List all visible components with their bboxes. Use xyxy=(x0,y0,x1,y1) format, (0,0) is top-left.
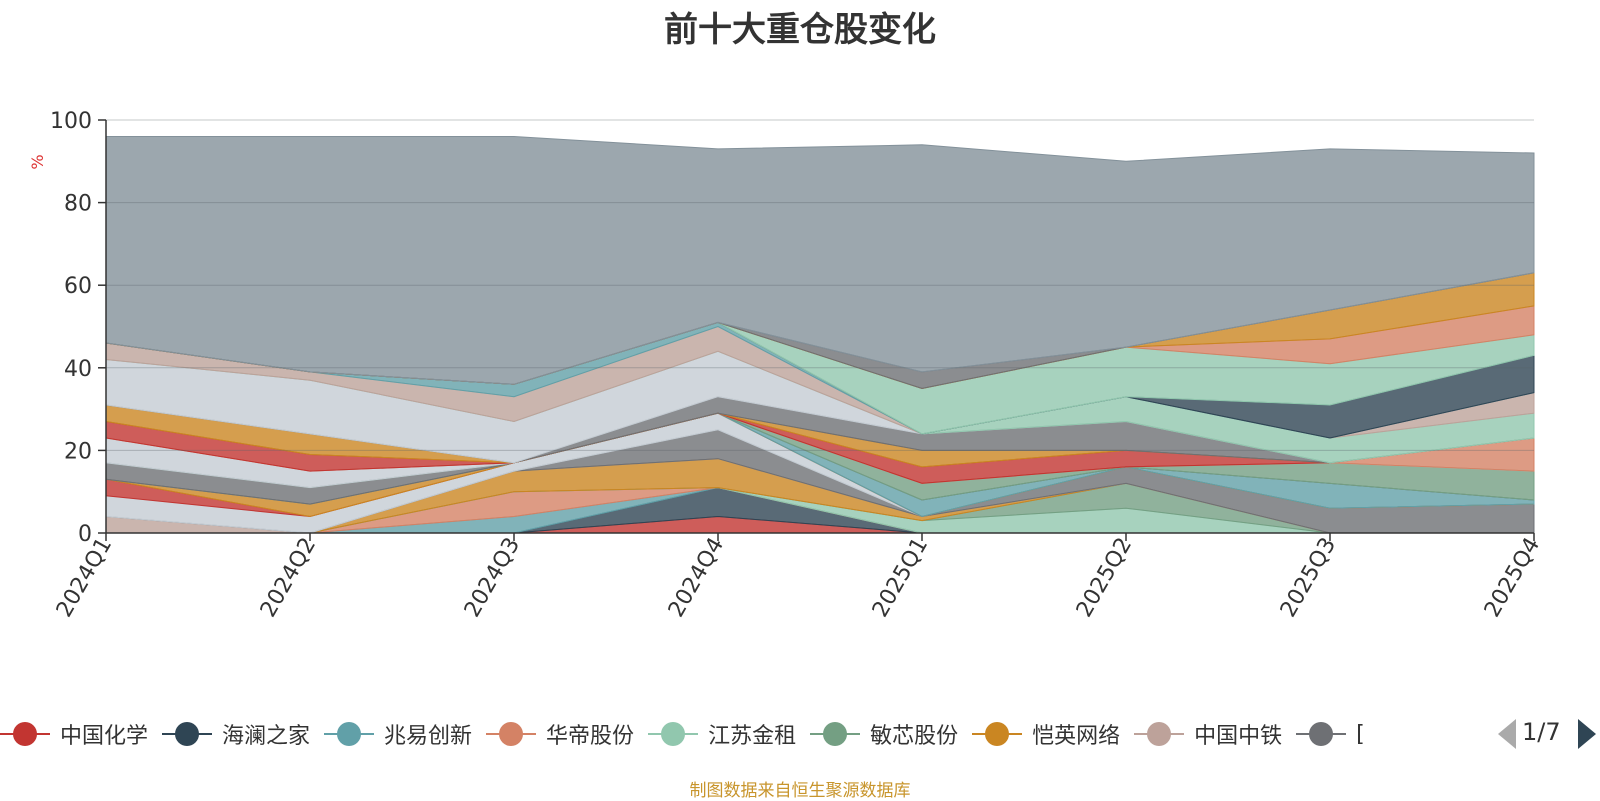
y-tick-label: 20 xyxy=(64,439,92,464)
legend-label: 华帝股份 xyxy=(546,724,635,749)
legend-marker-icon xyxy=(972,719,1023,749)
legend-label: 中国中铁 xyxy=(1194,724,1283,749)
legend-item[interactable]: 中国化学 xyxy=(0,714,148,754)
legend-label: 恺英网络 xyxy=(1032,724,1121,749)
data-source-note: 制图数据来自恒生聚源数据库 xyxy=(689,781,911,801)
legend-item[interactable]: 华帝股份 xyxy=(486,714,634,754)
chart-title: 前十大重仓股变化 xyxy=(664,10,936,50)
x-tick-label: 2024Q3 xyxy=(460,534,525,622)
legend-marker-icon xyxy=(0,719,50,749)
x-tick-label: 2024Q2 xyxy=(256,534,321,622)
legend-marker-icon xyxy=(162,719,213,749)
legend-label: 兆易创新 xyxy=(384,724,473,749)
legend-item[interactable]: 敏芯股份 xyxy=(810,714,958,754)
legend-label: 海澜之家 xyxy=(222,724,311,749)
legend-prev-icon[interactable] xyxy=(1498,719,1516,749)
legend-label: 江苏金租 xyxy=(708,724,797,749)
area-series-29 xyxy=(105,136,1535,385)
x-tick-label: 2024Q4 xyxy=(664,534,729,622)
legend-marker-icon xyxy=(1296,719,1347,749)
legend-marker-icon xyxy=(648,719,699,749)
legend-item[interactable]: [ xyxy=(1296,714,1365,754)
y-axis-label: % xyxy=(28,154,47,169)
legend: 中国化学 海澜之家 兆易创新 华帝股份 江苏金租 敏芯股份 恺英网络 中国中铁 [ xyxy=(0,714,1490,754)
x-tick-label: 2025Q1 xyxy=(868,534,933,622)
legend-item[interactable]: 恺英网络 xyxy=(972,714,1120,754)
x-tick-label: 2025Q4 xyxy=(1480,534,1545,622)
legend-marker-icon xyxy=(1134,719,1185,749)
y-tick-label: 40 xyxy=(64,357,92,382)
y-tick-label: 80 xyxy=(64,192,92,217)
legend-page-indicator: 1/7 xyxy=(1522,718,1561,746)
legend-next-icon[interactable] xyxy=(1578,719,1596,749)
legend-marker-icon xyxy=(324,719,375,749)
legend-item[interactable]: 海澜之家 xyxy=(162,714,310,754)
legend-label: 敏芯股份 xyxy=(870,724,959,749)
y-tick-label: 100 xyxy=(50,109,92,134)
legend-item[interactable]: 兆易创新 xyxy=(324,714,472,754)
y-tick-label: 0 xyxy=(78,522,92,547)
legend-marker-icon xyxy=(486,719,537,749)
area-series-group xyxy=(105,136,1535,534)
legend-label: 中国化学 xyxy=(60,724,149,749)
legend-item[interactable]: 江苏金租 xyxy=(648,714,796,754)
x-tick-label: 2025Q2 xyxy=(1072,534,1137,622)
legend-pager: 1/7 xyxy=(1498,716,1598,752)
legend-marker-icon xyxy=(810,719,861,749)
x-tick-label: 2025Q3 xyxy=(1276,534,1341,622)
legend-label: [ xyxy=(1356,721,1365,747)
legend-item[interactable]: 中国中铁 xyxy=(1134,714,1282,754)
y-tick-label: 60 xyxy=(64,274,92,299)
